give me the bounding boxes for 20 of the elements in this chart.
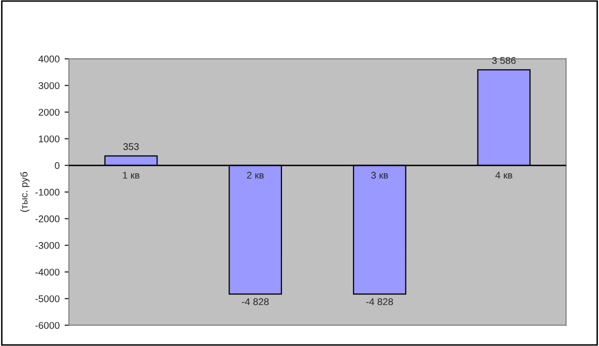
y-tick-label: -4000 — [35, 268, 60, 276]
x-tick-label: 1 кв — [123, 172, 140, 179]
x-tick-label: 2 кв — [247, 172, 264, 179]
data-label: -4 828 — [366, 298, 393, 306]
y-tick-label: 2000 — [38, 108, 60, 116]
x-tick-label: 3 кв — [371, 172, 388, 179]
y-tick-label: -3000 — [35, 242, 60, 249]
y-axis-title: (тыс. руб — [20, 172, 30, 212]
y-tick-label: 3000 — [38, 82, 60, 90]
y-tick-label: -1000 — [35, 188, 60, 196]
data-label: 3 586 — [492, 57, 516, 64]
data-label: 353 — [123, 143, 139, 150]
y-tick-label: 4000 — [38, 56, 60, 62]
y-tick-label: -5000 — [35, 295, 60, 302]
x-tick-label: 4 кв — [495, 172, 512, 179]
y-tick-label: -6000 — [35, 322, 60, 329]
y-tick-label: -2000 — [35, 215, 60, 222]
data-label: -4 828 — [242, 298, 269, 306]
y-tick-label: 1000 — [38, 135, 60, 142]
y-tick-label: 0 — [54, 162, 60, 170]
